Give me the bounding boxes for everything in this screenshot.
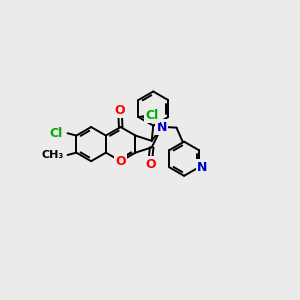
Text: Cl: Cl — [49, 127, 62, 140]
Text: Cl: Cl — [145, 109, 158, 122]
Text: O: O — [115, 104, 125, 117]
Text: O: O — [145, 158, 156, 171]
Text: N: N — [197, 161, 208, 174]
Text: N: N — [157, 121, 167, 134]
Text: CH₃: CH₃ — [41, 150, 63, 160]
Text: O: O — [116, 155, 126, 168]
